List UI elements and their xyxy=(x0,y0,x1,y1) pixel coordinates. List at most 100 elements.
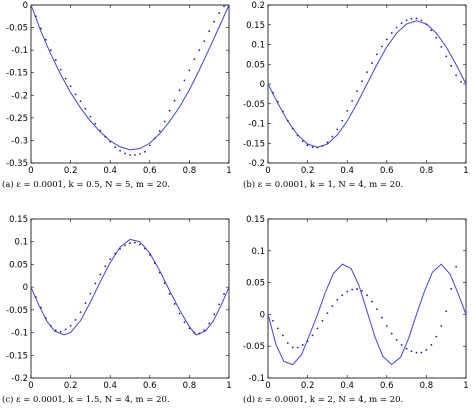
approx-point-c xyxy=(54,329,57,332)
approx-point-c xyxy=(193,331,196,334)
x-tick-label-a: 1 xyxy=(226,166,231,176)
x-tick-label-b: 1 xyxy=(463,166,468,176)
approx-point-b xyxy=(341,119,344,122)
approx-point-b xyxy=(385,38,388,41)
approx-point-d xyxy=(272,319,274,322)
approx-point-b xyxy=(346,109,349,112)
approx-point-d xyxy=(341,294,344,297)
approx-point-d xyxy=(366,294,368,297)
approx-point-b xyxy=(460,81,462,83)
y-tick-label-d: 0.1 xyxy=(251,247,265,257)
y-tick-label-c: -0.2 xyxy=(11,374,28,384)
y-tick-label-b: 0.2 xyxy=(251,1,265,11)
approx-point-a xyxy=(59,68,62,71)
y-tick-label-a: -0.1 xyxy=(11,46,28,56)
approx-point-a xyxy=(218,12,221,15)
approx-point-d xyxy=(450,288,453,290)
approx-point-d xyxy=(286,342,289,344)
approx-point-a xyxy=(208,30,211,33)
approx-point-d xyxy=(291,346,294,349)
plot-frame-c xyxy=(30,218,230,379)
approx-point-d xyxy=(331,305,334,308)
approx-point-a xyxy=(143,150,146,153)
x-tick-label-c: 0.4 xyxy=(103,381,117,391)
panel-c: (c) ε = 0.0001, k = 1.5, N = 4, m = 20. … xyxy=(2,215,232,405)
approx-point-b xyxy=(366,71,368,74)
approx-point-a xyxy=(94,122,97,125)
approx-point-d xyxy=(371,300,373,303)
approx-point-b xyxy=(301,140,304,143)
x-tick-label-a: 0.4 xyxy=(103,166,117,176)
approx-point-a xyxy=(54,59,57,61)
x-tick-label-d: 0 xyxy=(265,381,270,391)
approx-point-a xyxy=(109,140,112,143)
approx-point-a xyxy=(188,69,191,72)
approx-point-d xyxy=(356,288,358,290)
approx-point-a xyxy=(223,5,225,8)
approx-point-c xyxy=(208,322,211,325)
approx-point-d xyxy=(336,298,339,301)
approx-point-d xyxy=(445,310,448,313)
x-tick-label-d: 0.2 xyxy=(301,381,315,391)
approx-point-d xyxy=(281,334,284,337)
approx-point-b xyxy=(395,26,398,29)
x-tick-label-a: 0 xyxy=(28,166,33,176)
approx-point-d xyxy=(390,332,393,335)
x-tick-label-c: 0.2 xyxy=(64,381,78,391)
approx-point-c xyxy=(143,247,146,250)
y-tick-label-a: 0 xyxy=(23,1,28,11)
approx-point-a xyxy=(148,144,151,147)
approx-point-c xyxy=(203,329,206,332)
x-tick-label-b: 0.2 xyxy=(301,166,315,176)
approx-point-b xyxy=(425,23,428,26)
approx-point-a xyxy=(203,40,206,43)
approx-point-b xyxy=(400,22,403,25)
approx-point-a xyxy=(134,153,136,156)
approx-point-c xyxy=(49,324,52,327)
approx-point-d xyxy=(316,327,319,330)
approx-point-d xyxy=(321,319,324,322)
approx-point-d xyxy=(455,265,457,268)
y-tick-label-b: 0 xyxy=(260,80,265,90)
approx-point-a xyxy=(40,27,42,30)
approx-point-d xyxy=(415,351,418,354)
approx-point-c xyxy=(119,248,121,250)
approx-point-b xyxy=(331,135,334,138)
caption-a: (a) ε = 0.0001, k = 0.5, N = 5, m = 20. xyxy=(2,179,170,190)
y-tick-label-b: 0.15 xyxy=(246,21,265,31)
y-tick-label-b: 0.1 xyxy=(251,41,265,51)
approx-point-a xyxy=(168,109,171,112)
panel-b: (b) ε = 0.0001, k = 1, N = 4, m = 20. 0 0… xyxy=(243,1,469,190)
approx-point-d xyxy=(385,324,388,327)
approx-point-a xyxy=(99,129,102,132)
approx-point-b xyxy=(296,134,299,137)
exact-solution-line-a xyxy=(30,4,230,151)
y-tick-label-b: 0.05 xyxy=(246,60,265,70)
approx-point-b xyxy=(380,45,383,48)
approx-point-b xyxy=(450,64,453,67)
x-tick-label-b: 0 xyxy=(265,166,270,176)
approx-point-b xyxy=(420,19,423,22)
approx-point-d xyxy=(296,346,299,349)
approx-point-c xyxy=(188,327,191,330)
approx-point-a xyxy=(89,115,92,118)
approx-point-c xyxy=(139,243,141,246)
y-tick-label-d: 0.15 xyxy=(246,215,265,225)
y-tick-label-c: -0.1 xyxy=(11,329,28,339)
approx-point-a xyxy=(119,149,121,152)
approx-point-c xyxy=(59,330,62,333)
approx-point-c xyxy=(104,265,107,268)
approx-point-a xyxy=(44,38,47,41)
approx-point-d xyxy=(376,308,378,311)
approx-point-b xyxy=(376,53,378,56)
approx-point-b xyxy=(281,110,284,113)
approx-point-b xyxy=(286,119,289,122)
approx-point-b xyxy=(410,17,413,20)
approx-point-c xyxy=(183,321,186,324)
x-tick-label-d: 1 xyxy=(463,381,468,391)
y-tick-label-b: -0.2 xyxy=(248,159,265,169)
y-tick-label-d: -0.05 xyxy=(243,342,265,352)
approx-point-d xyxy=(306,340,309,343)
approx-point-a xyxy=(173,99,176,102)
approx-point-b xyxy=(306,144,309,147)
